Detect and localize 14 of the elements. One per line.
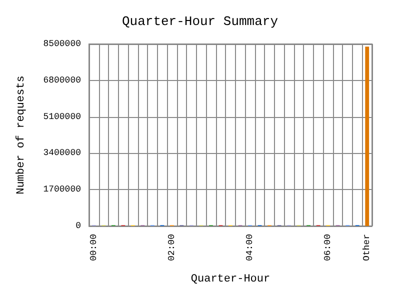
y-tick-label: 3400000 bbox=[43, 148, 81, 158]
x-tick-label: 02:00 bbox=[166, 234, 177, 262]
x-tick-label: Other bbox=[362, 234, 372, 262]
y-tick-label: 8500000 bbox=[43, 39, 81, 49]
x-tick-label: 00:00 bbox=[88, 234, 99, 262]
y-tick-label: 5100000 bbox=[43, 112, 81, 122]
chart-title: Quarter-Hour Summary bbox=[122, 14, 278, 29]
y-tick-label: 0 bbox=[76, 221, 81, 231]
y-tick-label: 6800000 bbox=[43, 75, 81, 86]
x-tick-label: 06:00 bbox=[323, 234, 334, 262]
x-tick-label: 04:00 bbox=[245, 234, 256, 262]
y-tick-label: 1700000 bbox=[43, 184, 81, 195]
y-axis-title: Number of requests bbox=[16, 76, 28, 194]
x-axis-title: Quarter-Hour bbox=[190, 274, 270, 286]
